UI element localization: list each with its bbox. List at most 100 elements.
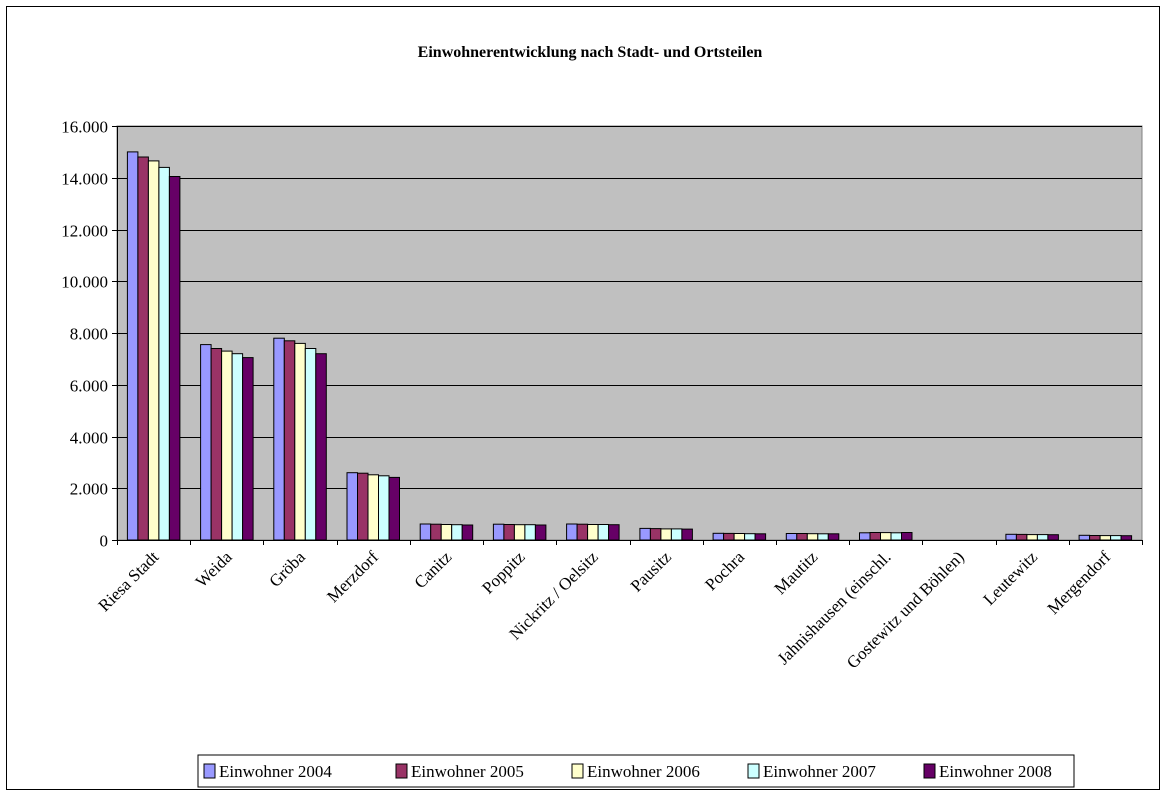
bar	[147, 160, 160, 541]
bar	[1015, 533, 1028, 541]
bar	[744, 533, 756, 541]
bar	[785, 533, 798, 541]
bars	[126, 151, 1133, 541]
bar	[1036, 534, 1049, 541]
bar	[200, 344, 212, 541]
bar	[660, 528, 672, 541]
bar	[304, 348, 317, 541]
legend-swatch	[571, 763, 584, 779]
bar	[221, 350, 233, 541]
bar	[524, 524, 536, 541]
bar	[451, 524, 463, 541]
bar	[461, 524, 474, 541]
bar	[294, 342, 306, 541]
bar	[681, 528, 693, 541]
bar	[639, 527, 651, 541]
bar	[168, 176, 181, 541]
bar	[283, 340, 296, 541]
legend-swatch	[747, 763, 760, 779]
bar	[670, 528, 683, 541]
bar	[1099, 535, 1112, 541]
bar	[367, 474, 379, 541]
bar	[827, 533, 840, 541]
bar	[357, 472, 369, 541]
y-tick-label: 4.000	[70, 429, 108, 448]
bar	[890, 532, 902, 541]
y-tick-label: 14.000	[61, 170, 108, 189]
bar	[378, 475, 390, 541]
category-label: Mautitz	[771, 547, 822, 598]
bar	[419, 523, 432, 541]
bar	[388, 476, 400, 541]
category-label: Leutewitz	[980, 547, 1042, 609]
legend-swatch	[395, 763, 408, 779]
bar	[513, 524, 526, 541]
category-label: Pochra	[701, 547, 748, 594]
bar	[1026, 534, 1038, 541]
axes: 0 2.000 4.000 6.000 8.000 10.000 12.000 14.000 1…	[61, 118, 1143, 551]
bar	[1047, 534, 1059, 541]
bar	[566, 523, 578, 541]
category-label: Gröba	[265, 547, 309, 591]
bar	[231, 353, 244, 541]
chart-title: Einwohnerentwicklung nach Stadt- und Ort…	[418, 44, 763, 61]
y-tick-label: 16.000	[61, 118, 108, 137]
legend-label: Einwohner 2004	[219, 762, 332, 781]
bar	[587, 524, 599, 541]
bar	[576, 523, 589, 541]
y-tick-label: 0	[100, 532, 109, 551]
bar	[880, 532, 892, 541]
bar	[158, 166, 170, 541]
bar	[137, 156, 149, 541]
bar	[901, 532, 913, 541]
y-tick-label: 8.000	[70, 325, 108, 344]
category-label: Riesa Stadt	[95, 547, 163, 615]
category-label: Mergendorf	[1044, 547, 1115, 618]
bar	[430, 523, 442, 541]
bar	[608, 524, 620, 541]
legend-label: Einwohner 2007	[763, 762, 876, 781]
y-tick-label: 6.000	[70, 377, 108, 396]
bar	[503, 524, 515, 541]
bar	[597, 524, 610, 541]
y-tick-label: 2.000	[70, 480, 108, 499]
bar	[242, 357, 254, 541]
category-label: Canitz	[410, 547, 455, 592]
category-label: Poppitz	[478, 547, 528, 597]
bar	[315, 353, 327, 541]
bar	[1110, 535, 1122, 541]
y-tick-label: 10.000	[61, 273, 108, 292]
bar	[273, 337, 285, 541]
legend-label: Einwohner 2008	[939, 762, 1052, 781]
legend-swatch	[203, 763, 216, 779]
legend-label: Einwohner 2006	[587, 762, 700, 781]
bar	[1089, 535, 1101, 541]
bar	[869, 532, 881, 541]
bar	[723, 532, 735, 541]
bar	[712, 532, 725, 541]
bar	[1005, 533, 1017, 541]
bar	[806, 533, 819, 541]
category-label: Weida	[192, 547, 236, 591]
legend-swatch	[923, 763, 936, 779]
bar	[796, 533, 808, 541]
bar	[817, 533, 829, 541]
bar	[1078, 534, 1091, 541]
bar	[1120, 535, 1133, 541]
bar	[649, 528, 662, 541]
plot-area	[116, 125, 1143, 541]
category-label: Merzdorf	[323, 547, 382, 606]
bar	[440, 524, 453, 541]
legend-label: Einwohner 2005	[411, 762, 524, 781]
legend: Einwohner 2004 Einwohner 2005 Einwohner 20…	[197, 754, 1075, 788]
bar	[210, 348, 223, 541]
bar	[126, 151, 139, 541]
bar	[733, 533, 746, 541]
bar	[754, 533, 767, 541]
category-labels: Riesa Stadt Weida Gröba Merzdorf Canitz Poppi…	[95, 547, 1115, 672]
bar	[859, 532, 871, 541]
bar	[534, 524, 547, 541]
bar	[346, 472, 358, 541]
y-tick-label: 12.000	[61, 222, 108, 241]
